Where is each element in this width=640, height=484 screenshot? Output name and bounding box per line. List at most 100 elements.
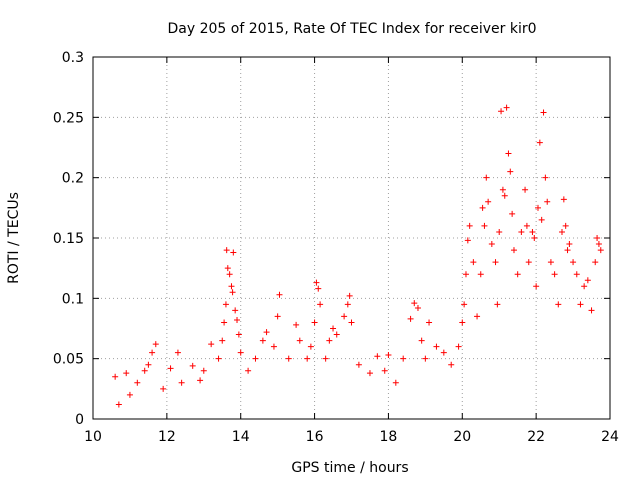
- data-point: [374, 353, 381, 360]
- x-tick-label: 16: [306, 429, 324, 445]
- data-point: [483, 174, 490, 181]
- data-point: [141, 367, 148, 374]
- data-point: [112, 373, 119, 380]
- y-tick-label: 0.15: [53, 231, 84, 247]
- data-point: [229, 289, 236, 296]
- data-point: [448, 361, 455, 368]
- data-point: [400, 355, 407, 362]
- data-point: [234, 317, 241, 324]
- y-tick-label: 0.05: [53, 352, 84, 368]
- data-point: [296, 337, 303, 344]
- data-point: [501, 192, 508, 199]
- data-point: [529, 228, 536, 235]
- data-point: [588, 307, 595, 314]
- data-point: [414, 304, 421, 311]
- data-point: [592, 259, 599, 266]
- data-point: [481, 222, 488, 229]
- x-tick-labels: 10 12 14 16 18 20 22 24: [84, 429, 619, 445]
- data-point: [462, 271, 469, 278]
- data-point: [123, 370, 130, 377]
- y-tick-label: 0.3: [62, 50, 84, 66]
- data-point: [470, 259, 477, 266]
- y-tick-label: 0.2: [62, 171, 84, 187]
- data-point: [440, 349, 447, 356]
- data-point: [418, 337, 425, 344]
- x-tick-label: 10: [84, 429, 102, 445]
- data-point: [531, 235, 538, 241]
- data-point: [270, 343, 277, 350]
- data-point: [534, 204, 541, 211]
- data-point: [573, 271, 580, 278]
- data-point: [407, 315, 414, 322]
- data-point: [381, 367, 388, 374]
- data-point: [315, 285, 322, 292]
- data-point: [311, 319, 318, 326]
- data-point: [595, 241, 602, 248]
- data-point: [285, 355, 292, 362]
- data-point: [276, 291, 283, 298]
- data-point: [313, 279, 320, 286]
- data-point: [223, 247, 230, 254]
- data-point: [346, 292, 353, 299]
- data-point: [566, 241, 573, 248]
- data-point: [560, 196, 567, 203]
- axis-ticks: [92, 56, 611, 420]
- data-point: [366, 370, 373, 377]
- data-point: [499, 186, 506, 193]
- data-point: [152, 341, 159, 348]
- data-point: [433, 343, 440, 350]
- data-point: [488, 241, 495, 248]
- data-point: [392, 379, 399, 386]
- data-point: [293, 321, 300, 328]
- data-point: [577, 301, 584, 308]
- data-point: [558, 228, 565, 235]
- data-point: [518, 228, 525, 235]
- data-point: [570, 259, 577, 266]
- data-point: [226, 271, 233, 278]
- data-point: [385, 352, 392, 359]
- data-point: [167, 365, 174, 372]
- data-points: [112, 104, 604, 408]
- y-tick-label: 0.25: [53, 110, 84, 126]
- x-tick-label: 20: [453, 429, 471, 445]
- data-point: [536, 139, 543, 146]
- data-point: [564, 247, 571, 254]
- data-point: [584, 277, 591, 284]
- data-point: [245, 367, 252, 374]
- data-point: [503, 104, 510, 111]
- data-point: [348, 319, 355, 326]
- data-point: [307, 343, 314, 350]
- data-point: [224, 265, 231, 272]
- data-point: [235, 331, 242, 338]
- data-point: [304, 355, 311, 362]
- data-point: [222, 301, 229, 308]
- data-point: [330, 325, 337, 332]
- data-point: [555, 301, 562, 308]
- data-point: [208, 341, 215, 348]
- data-point: [126, 391, 133, 398]
- data-point: [540, 109, 547, 116]
- data-point: [219, 337, 226, 344]
- data-point: [474, 313, 481, 320]
- data-point: [355, 361, 362, 368]
- data-point: [505, 150, 512, 157]
- data-point: [538, 216, 545, 223]
- data-point: [551, 271, 558, 278]
- data-point: [178, 379, 185, 386]
- data-point: [422, 355, 429, 362]
- data-point: [544, 198, 551, 205]
- data-point: [525, 259, 532, 266]
- data-point: [411, 300, 418, 307]
- data-point: [498, 108, 505, 115]
- data-point: [189, 362, 196, 369]
- data-point: [344, 301, 351, 308]
- data-point: [263, 329, 270, 336]
- data-point: [134, 379, 141, 386]
- x-tick-label: 14: [232, 429, 250, 445]
- data-point: [464, 237, 471, 244]
- data-point: [466, 222, 473, 229]
- data-point: [492, 259, 499, 266]
- data-point: [461, 301, 468, 308]
- x-tick-label: 18: [380, 429, 398, 445]
